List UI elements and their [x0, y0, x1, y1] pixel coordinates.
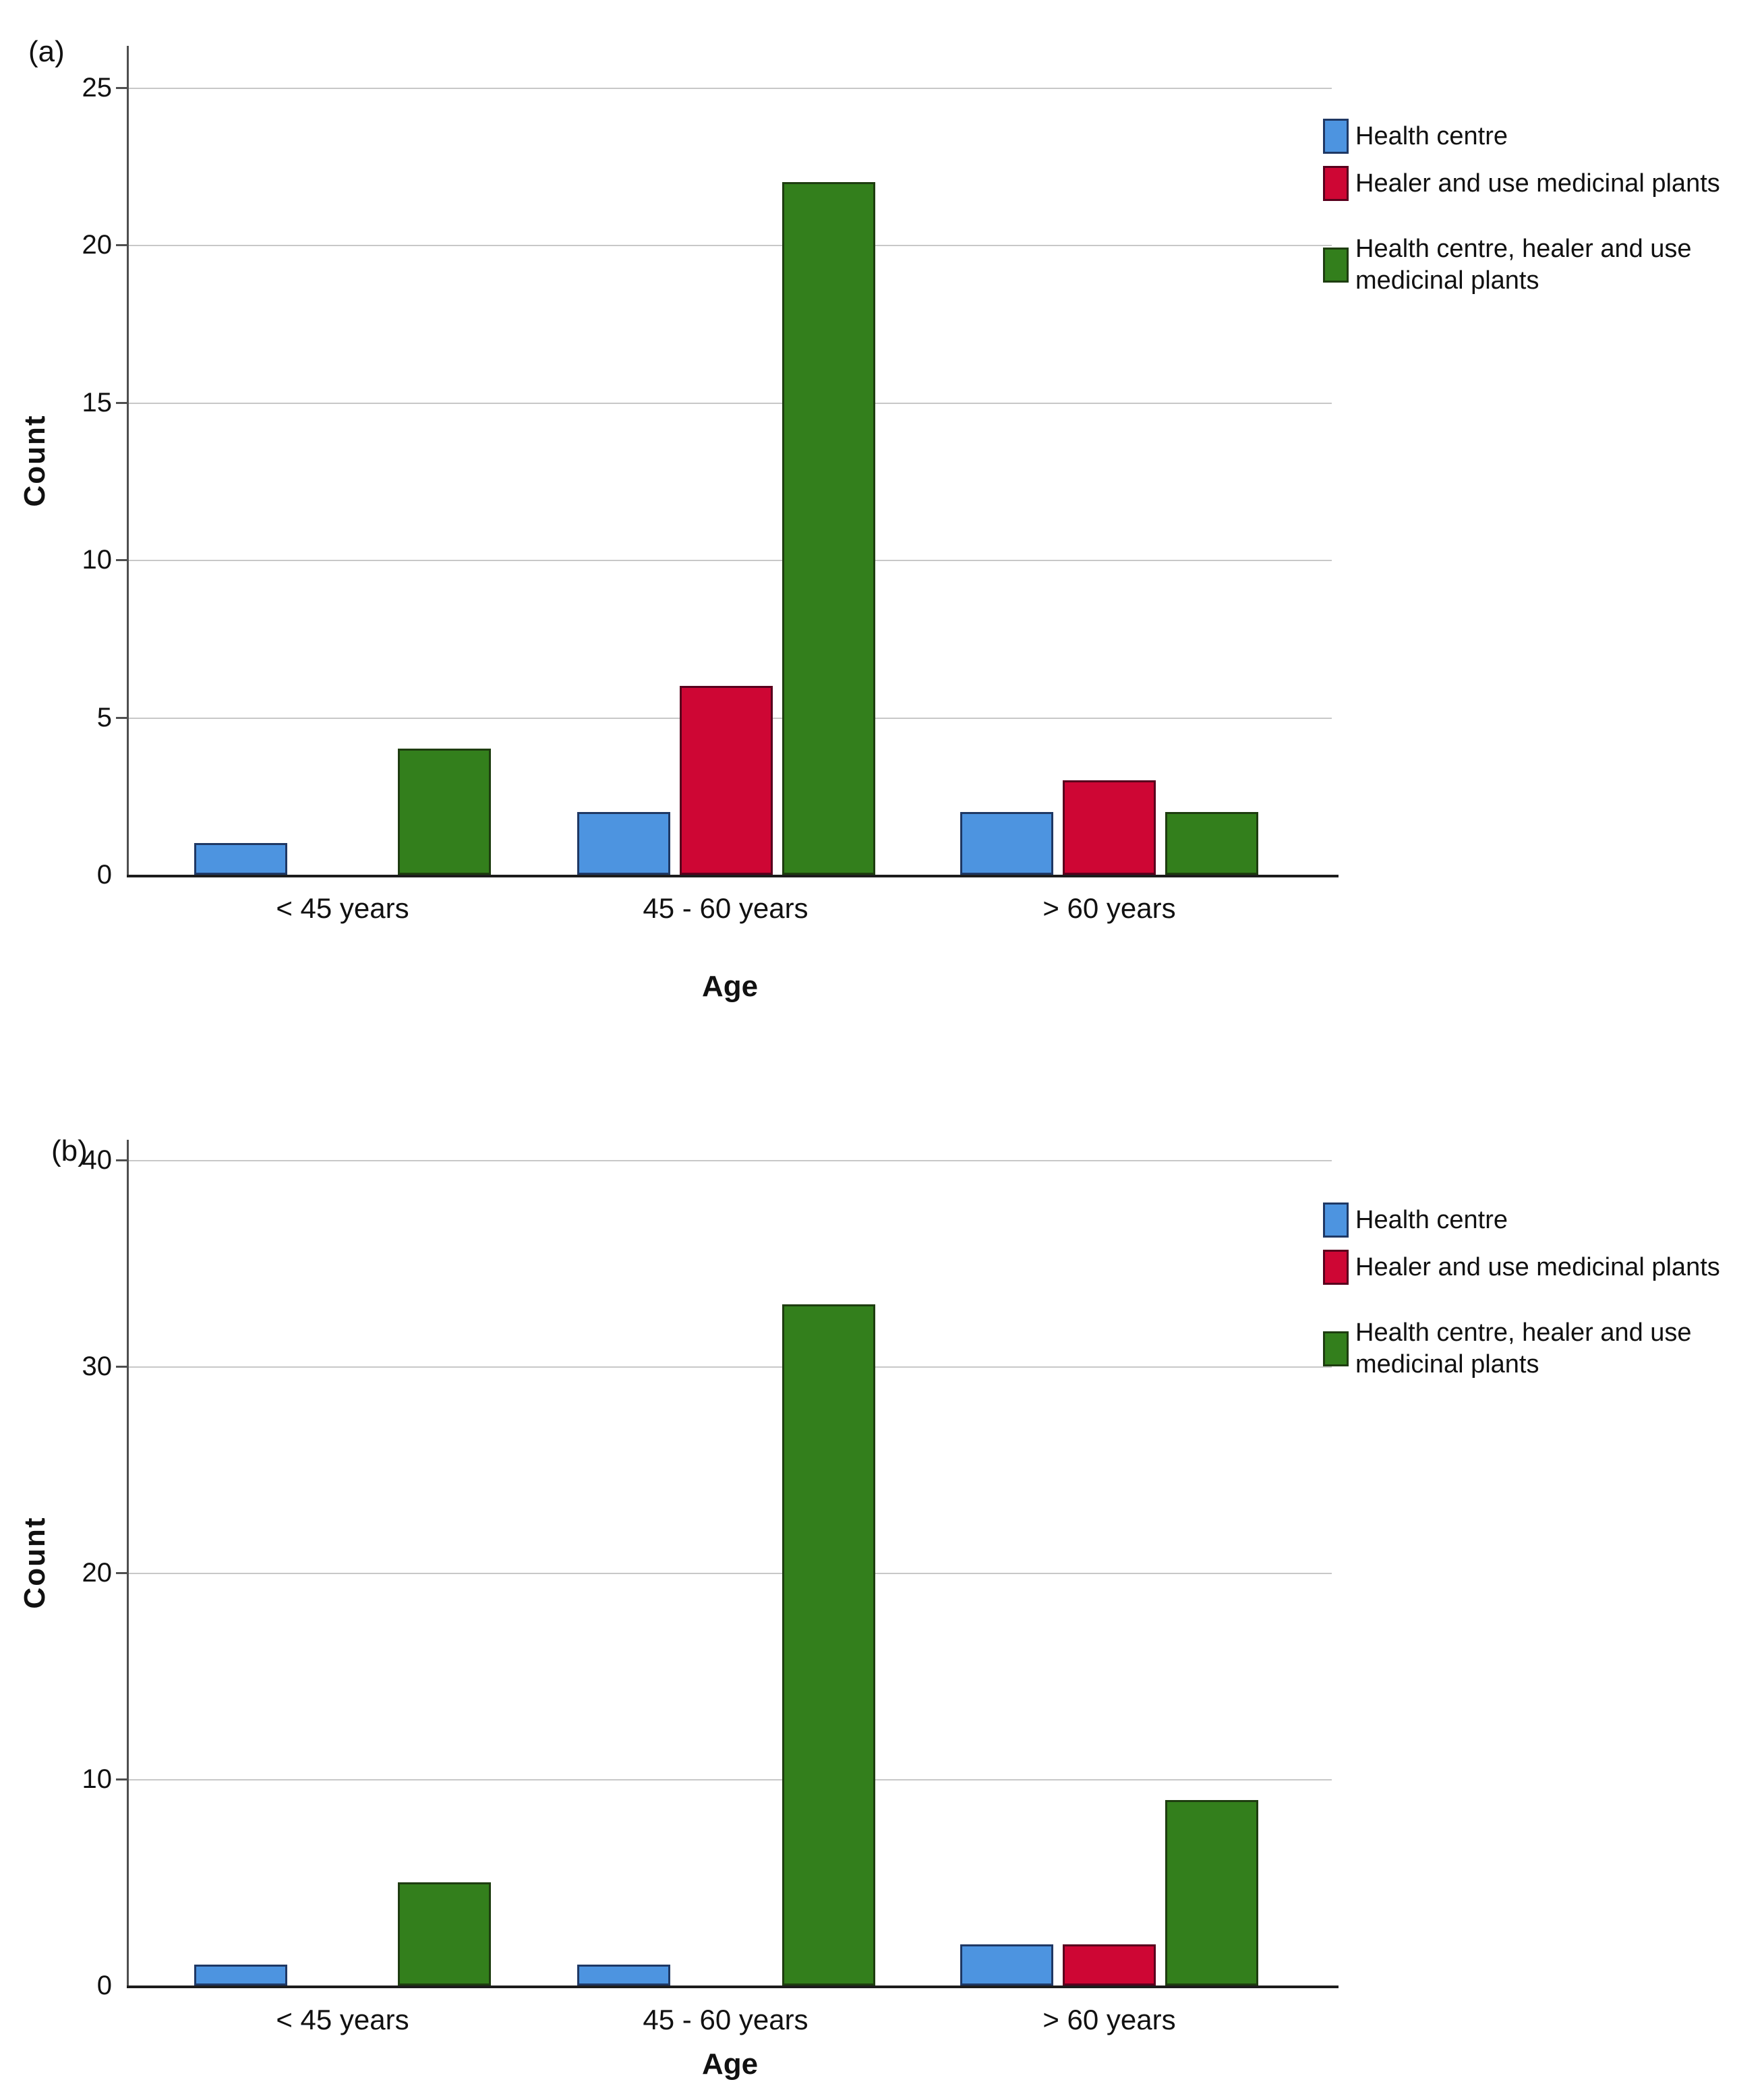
bar-healer-and-use-medicinal-plants-45-60-years — [680, 686, 773, 875]
x-axis-line — [127, 1986, 1339, 1988]
chart-panel-b: 0 10 20 30 40 < 45 years 45 - 60 years > 60 yea… — [0, 1045, 1764, 2086]
y-axis-line — [127, 46, 129, 877]
panel-label-b: (b) — [51, 1134, 88, 1167]
y-tick-mark-20 — [116, 244, 127, 246]
bar-health-centre-45-60-years — [577, 1965, 670, 1986]
legend-item-health-centre: Health centre — [1323, 119, 1508, 154]
x-tick-label-45-years: < 45 years — [276, 892, 409, 924]
gridline-y-40 — [128, 1160, 1332, 1161]
bar-health-centre-45-years — [194, 1965, 287, 1986]
y-tick-mark-20 — [116, 1572, 127, 1574]
y-tick-label-40: 40 — [82, 1145, 113, 1175]
legend-swatch-healer-and-use-medicinal-plants — [1323, 1250, 1349, 1285]
y-tick-label-10: 10 — [82, 1764, 113, 1794]
bar-health-centre-45-60-years — [577, 812, 670, 875]
y-tick-mark-15 — [116, 402, 127, 404]
x-axis-line — [127, 875, 1339, 877]
y-tick-label-20: 20 — [82, 1558, 113, 1588]
bar-health-centre-healer-and-use-45-60-years — [782, 182, 875, 875]
y-tick-label-0: 0 — [96, 1971, 112, 2000]
gridline-y-20 — [128, 245, 1332, 246]
legend-label-health-centre-healer-and-use: Health centre, healer and use medicinal … — [1355, 1319, 1692, 1379]
gridline-y-20 — [128, 1573, 1332, 1574]
legend-swatch-health-centre-healer-and-use — [1323, 1331, 1349, 1366]
y-tick-mark-5 — [116, 717, 127, 719]
gridline-y-25 — [128, 88, 1332, 89]
chart-panel-a: 0 5 10 15 20 25 < 45 years 45 - 60 years > 60 ye… — [18, 35, 1720, 1003]
bar-health-centre-healer-and-use-60-years — [1165, 812, 1258, 875]
x-axis-title-age: Age — [701, 2048, 759, 2081]
bar-health-centre-healer-and-use-45-years — [398, 749, 491, 875]
x-tick-label-60-years: > 60 years — [1042, 892, 1176, 924]
bar-health-centre-45-years — [194, 843, 287, 875]
y-tick-label-0: 0 — [96, 860, 112, 890]
gridline-y-10 — [128, 560, 1332, 561]
y-tick-mark-25 — [116, 87, 127, 89]
bar-health-centre-healer-and-use-60-years — [1165, 1800, 1258, 1986]
legend-item-healer-and-use-medicinal-plants: Healer and use medicinal plants — [1323, 1250, 1720, 1285]
y-axis-line — [127, 1140, 129, 1988]
y-tick-label-5: 5 — [96, 703, 112, 732]
legend-label-health-centre-healer-and-use: Health centre, healer and use medicinal … — [1355, 235, 1692, 295]
y-tick-mark-10 — [116, 559, 127, 561]
bar-health-centre-60-years — [960, 812, 1053, 875]
x-tick-label-45-years: < 45 years — [276, 2004, 409, 2035]
legend-item-health-centre-healer-and-use: Health centre, healer and use medicinal … — [1323, 233, 1692, 297]
y-tick-mark-10 — [116, 1778, 127, 1780]
legend-item-health-centre-healer-and-use: Health centre, healer and use medicinal … — [1323, 1317, 1692, 1381]
bar-health-centre-healer-and-use-45-years — [398, 1882, 491, 1986]
legend-label-healer-and-use-medicinal-plants: Healer and use medicinal plants — [1355, 1252, 1720, 1281]
y-tick-label-25: 25 — [82, 73, 113, 103]
legend-label-health-centre: Health centre — [1355, 121, 1508, 150]
x-tick-label-60-years: > 60 years — [1042, 2004, 1176, 2035]
legend-swatch-healer-and-use-medicinal-plants — [1323, 166, 1349, 201]
bar-healer-and-use-medicinal-plants-60-years — [1063, 1944, 1156, 1986]
gridline-y-10 — [128, 1779, 1332, 1780]
panel-label-a: (a) — [28, 35, 65, 68]
y-axis-title-count: Count — [18, 414, 51, 507]
legend-label-health-centre: Health centre — [1355, 1205, 1508, 1234]
y-tick-label-15: 15 — [82, 388, 113, 417]
legend-swatch-health-centre-healer-and-use — [1323, 248, 1349, 283]
bar-healer-and-use-medicinal-plants-60-years — [1063, 780, 1156, 875]
x-tick-label-45-60-years: 45 - 60 years — [643, 2004, 808, 2035]
gridline-y-15 — [128, 403, 1332, 404]
legend-item-healer-and-use-medicinal-plants: Healer and use medicinal plants — [1323, 166, 1720, 201]
legend-swatch-health-centre — [1323, 1203, 1349, 1238]
y-tick-label-20: 20 — [82, 230, 113, 260]
legend-item-health-centre: Health centre — [1323, 1203, 1508, 1238]
bar-health-centre-60-years — [960, 1944, 1053, 1986]
bar-health-centre-healer-and-use-45-60-years — [782, 1304, 875, 1986]
y-tick-label-10: 10 — [82, 545, 113, 575]
x-tick-label-45-60-years: 45 - 60 years — [643, 892, 808, 924]
y-axis-title-count: Count — [18, 1516, 51, 1609]
y-tick-label-30: 30 — [82, 1352, 113, 1381]
legend-swatch-health-centre — [1323, 119, 1349, 154]
legend-label-healer-and-use-medicinal-plants: Healer and use medicinal plants — [1355, 169, 1720, 198]
y-tick-mark-40 — [116, 1159, 127, 1161]
x-axis-title-age: Age — [701, 970, 759, 1003]
gridline-y-30 — [128, 1366, 1332, 1368]
y-tick-mark-30 — [116, 1366, 127, 1368]
